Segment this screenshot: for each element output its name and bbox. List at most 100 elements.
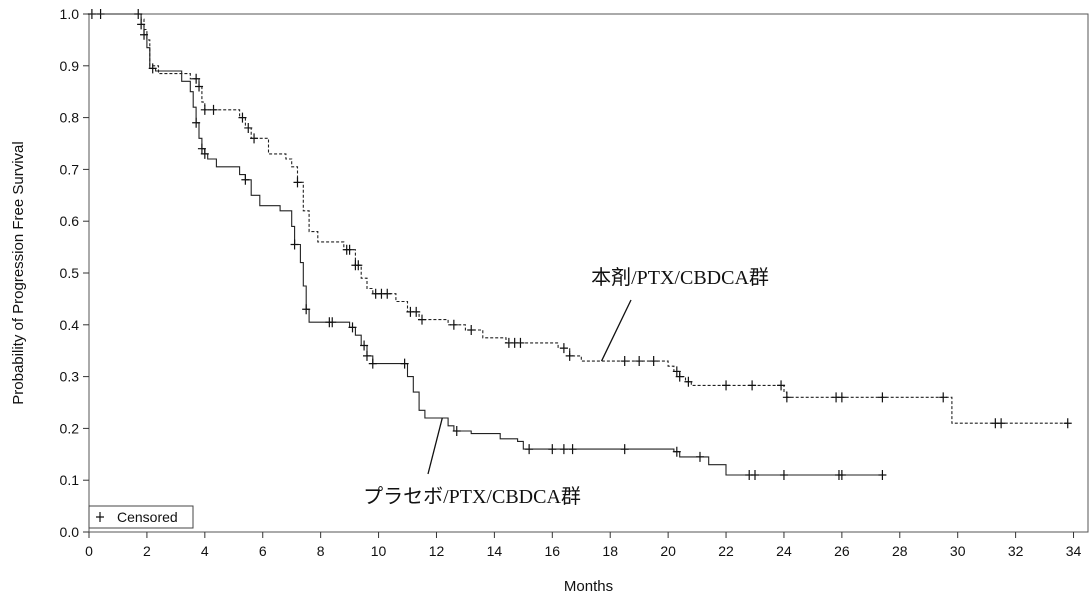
x-tick-label: 14 <box>487 543 503 559</box>
series-line <box>89 13 1068 424</box>
annotation-treatment-leader <box>600 299 632 362</box>
x-tick-label: 34 <box>1066 543 1082 559</box>
x-tick-label: 18 <box>602 543 618 559</box>
censor-mark <box>197 143 206 154</box>
censor-mark <box>368 358 377 369</box>
censor-mark <box>635 356 644 367</box>
censor-mark <box>209 104 218 115</box>
censor-mark <box>782 392 791 403</box>
censor-mark <box>525 444 534 455</box>
x-tick-label: 26 <box>834 543 850 559</box>
censor-mark <box>412 306 421 317</box>
censor-mark <box>649 356 658 367</box>
censor-mark <box>467 324 476 335</box>
censor-mark <box>878 470 887 481</box>
y-tick-label: 0.5 <box>60 265 80 281</box>
y-tick-label: 0.1 <box>60 472 80 488</box>
censor-mark <box>293 177 302 188</box>
x-tick-label: 8 <box>317 543 325 559</box>
censor-mark <box>559 444 568 455</box>
y-tick-label: 0.9 <box>60 58 80 74</box>
censor-mark <box>137 19 146 30</box>
censor-mark <box>328 317 337 328</box>
censor-mark <box>684 376 693 387</box>
censor-mark <box>672 366 681 377</box>
x-tick-label: 0 <box>85 543 93 559</box>
y-axis-title: Probability of Progression Free Survival <box>10 141 27 404</box>
series-group <box>87 9 1072 481</box>
x-tick-label: 4 <box>201 543 209 559</box>
x-tick-label: 10 <box>371 543 387 559</box>
plot-border <box>88 13 1089 533</box>
censor-mark <box>1063 418 1072 429</box>
censor-mark <box>192 73 201 84</box>
x-tick-label: 32 <box>1008 543 1024 559</box>
x-tick-label: 20 <box>660 543 676 559</box>
series-line <box>89 13 883 476</box>
censor-mark <box>779 470 788 481</box>
censor-mark <box>722 380 731 391</box>
censor-mark <box>939 392 948 403</box>
series-placebo <box>89 9 887 481</box>
censor-mark <box>140 29 149 40</box>
series-treatment <box>87 9 1072 429</box>
censor-mark <box>200 104 209 115</box>
censor-mark <box>837 470 846 481</box>
censor-mark <box>192 117 201 128</box>
x-tick-label: 28 <box>892 543 908 559</box>
y-tick-label: 0.2 <box>60 420 80 436</box>
censor-mark <box>837 392 846 403</box>
legend-censor-mark <box>96 512 104 522</box>
censor-mark <box>345 244 354 255</box>
censor-mark <box>400 358 409 369</box>
censor-mark <box>748 380 757 391</box>
censor-mark <box>250 133 259 144</box>
censor-mark <box>290 239 299 250</box>
y-tick-label: 0.4 <box>60 317 80 333</box>
censor-mark <box>200 148 209 159</box>
censor-mark <box>568 444 577 455</box>
censor-mark <box>997 418 1006 429</box>
censor-mark <box>418 314 426 325</box>
annotation-placebo-label: プラセボ/PTX/CBDCA群 <box>363 485 581 508</box>
plot-frame <box>88 13 1089 533</box>
x-tick-label: 24 <box>776 543 792 559</box>
y-tick-label: 0.3 <box>60 369 80 385</box>
x-tick-label: 6 <box>259 543 267 559</box>
censor-mark <box>751 470 759 481</box>
censor-mark <box>620 356 629 367</box>
censor-mark <box>449 319 458 330</box>
y-tick-label: 0.7 <box>60 161 80 177</box>
x-tick-label: 12 <box>429 543 445 559</box>
censor-mark <box>348 322 357 333</box>
x-tick-label: 30 <box>950 543 966 559</box>
censor-mark <box>565 350 574 361</box>
y-axis: 0.0 0.1 0.2 0.3 0.4 0.5 0.6 0.7 0.8 0.9 1.0 <box>60 6 89 540</box>
y-tick-label: 1.0 <box>60 6 80 22</box>
x-axis: 0 2 4 6 8 10 12 14 16 18 20 22 24 26 28 30 32 34 <box>85 532 1082 559</box>
x-axis-title: Months <box>564 578 613 595</box>
censor-mark <box>195 81 204 92</box>
legend-box <box>88 505 194 529</box>
legend: Censored <box>88 505 194 529</box>
censor-mark <box>360 340 369 351</box>
censor-mark <box>383 288 392 299</box>
x-tick-label: 2 <box>143 543 151 559</box>
censor-mark <box>672 446 681 457</box>
censor-mark <box>675 371 684 382</box>
censor-mark <box>362 350 371 361</box>
censor-mark <box>695 451 704 462</box>
censor-mark <box>452 425 461 436</box>
x-tick-label: 16 <box>545 543 561 559</box>
y-tick-label: 0.0 <box>60 524 80 540</box>
y-tick-label: 0.6 <box>60 213 80 229</box>
x-tick-label: 22 <box>718 543 734 559</box>
censor-mark <box>238 112 247 123</box>
censor-mark <box>777 380 786 391</box>
censor-mark <box>878 392 887 403</box>
censor-mark <box>354 260 363 271</box>
censor-mark <box>241 174 250 185</box>
